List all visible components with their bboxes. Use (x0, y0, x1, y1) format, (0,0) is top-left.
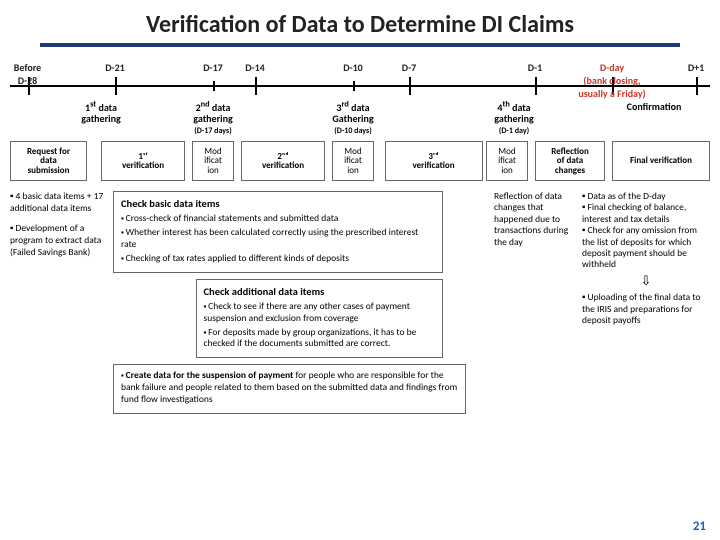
process-box: Mod ificat ion (332, 141, 374, 181)
upload-list: ▪ Uploading of the final data to the IRI… (582, 292, 710, 326)
process-box: 2ⁿᵈ verification (241, 141, 325, 181)
suspension-list: Create data for the suspension of paymen… (121, 370, 458, 406)
left-notes: ▪ 4 basic data items + 17 additional dat… (10, 191, 107, 414)
middle-column: Check basic data items Cross-check of fi… (113, 191, 488, 414)
list-item: ▪ Check for any omission from the list o… (582, 225, 710, 271)
process-box: Reflection of data changes (535, 141, 605, 181)
tick (409, 77, 411, 95)
process-box: 3ʳᵈ verification (385, 141, 483, 181)
tick (353, 81, 355, 91)
box-row: Request for data submission 1ˢᵗ verificat… (10, 141, 710, 185)
phase-label: 3rd dataGathering(D-10 days) (304, 101, 402, 136)
phase-row: 1st datagathering 2nd datagathering(D-17 … (10, 101, 710, 141)
tick-label: D-17 (203, 61, 223, 74)
list-item: ▪ Final checking of balance, interest an… (582, 202, 710, 225)
tick-label: D-7 (402, 61, 416, 74)
page-number: 21 (693, 519, 706, 534)
process-box: Mod ificat ion (486, 141, 528, 181)
left-note-1: ▪ 4 basic data items + 17 additional dat… (10, 191, 107, 215)
phase-label: 4th datagathering(D-1 day) (465, 101, 563, 136)
reflection-note: Reflection of data changes that happened… (494, 191, 576, 414)
tick-label: D-10 (343, 61, 363, 74)
final-steps-list: ▪ Data as of the D-day▪ Final checking o… (582, 191, 710, 271)
list-item: Cross-check of financial statements and … (121, 213, 435, 225)
list-item: Checking of tax rates applied to differe… (121, 253, 435, 265)
tick-label: D-day (bank closing, usually a Friday) (578, 61, 645, 100)
addl-check-box: Check additional data items Check to see… (196, 279, 444, 359)
left-note-2: ▪ Development of a program to extract da… (10, 223, 107, 259)
addl-check-title: Check additional data items (204, 285, 436, 298)
process-box: Final verification (612, 141, 710, 181)
tick (535, 77, 537, 95)
phase-label: Confirmation (605, 101, 703, 112)
tick (696, 77, 698, 95)
title-rule (40, 43, 680, 47)
tick-label: D+1 (688, 61, 704, 74)
tick-label: D-14 (245, 61, 265, 74)
basic-check-box: Check basic data items Cross-check of fi… (113, 191, 443, 273)
list-item: For deposits made by group organizations… (204, 327, 436, 351)
tick-label: Before D-28 (14, 61, 41, 87)
process-box: Mod ificat ion (192, 141, 234, 181)
addl-check-list: Check to see if there are any other case… (204, 301, 436, 351)
tick-label: D-1 (528, 61, 542, 74)
list-item: Whether interest has been calculated cor… (121, 227, 435, 251)
bottom-section: ▪ 4 basic data items + 17 additional dat… (10, 191, 710, 414)
timeline: Before D-28 D-21 D-17 D-14 D-10 D-7 D-1 D-day (… (10, 61, 710, 99)
phase-label: 1st datagathering (52, 101, 150, 124)
process-box: Request for data submission (10, 141, 87, 181)
tick (255, 77, 257, 95)
basic-check-title: Check basic data items (121, 197, 435, 210)
right-column: ▪ Data as of the D-day▪ Final checking o… (582, 191, 710, 414)
list-item: ▪ Uploading of the final data to the IRI… (582, 292, 710, 326)
suspension-box: Create data for the suspension of paymen… (113, 364, 466, 414)
process-box: 1ˢᵗ verification (101, 141, 185, 181)
tick (213, 81, 215, 91)
list-item: Check to see if there are any other case… (204, 301, 436, 325)
tick (115, 77, 117, 95)
phase-label: 2nd datagathering(D-17 days) (164, 101, 262, 136)
tick-label: D-21 (105, 61, 125, 74)
down-arrow-icon: ⇩ (582, 274, 710, 290)
list-item: Create data for the suspension of paymen… (121, 370, 458, 406)
page-title: Verification of Data to Determine DI Cla… (0, 0, 720, 43)
basic-check-list: Cross-check of financial statements and … (121, 213, 435, 265)
